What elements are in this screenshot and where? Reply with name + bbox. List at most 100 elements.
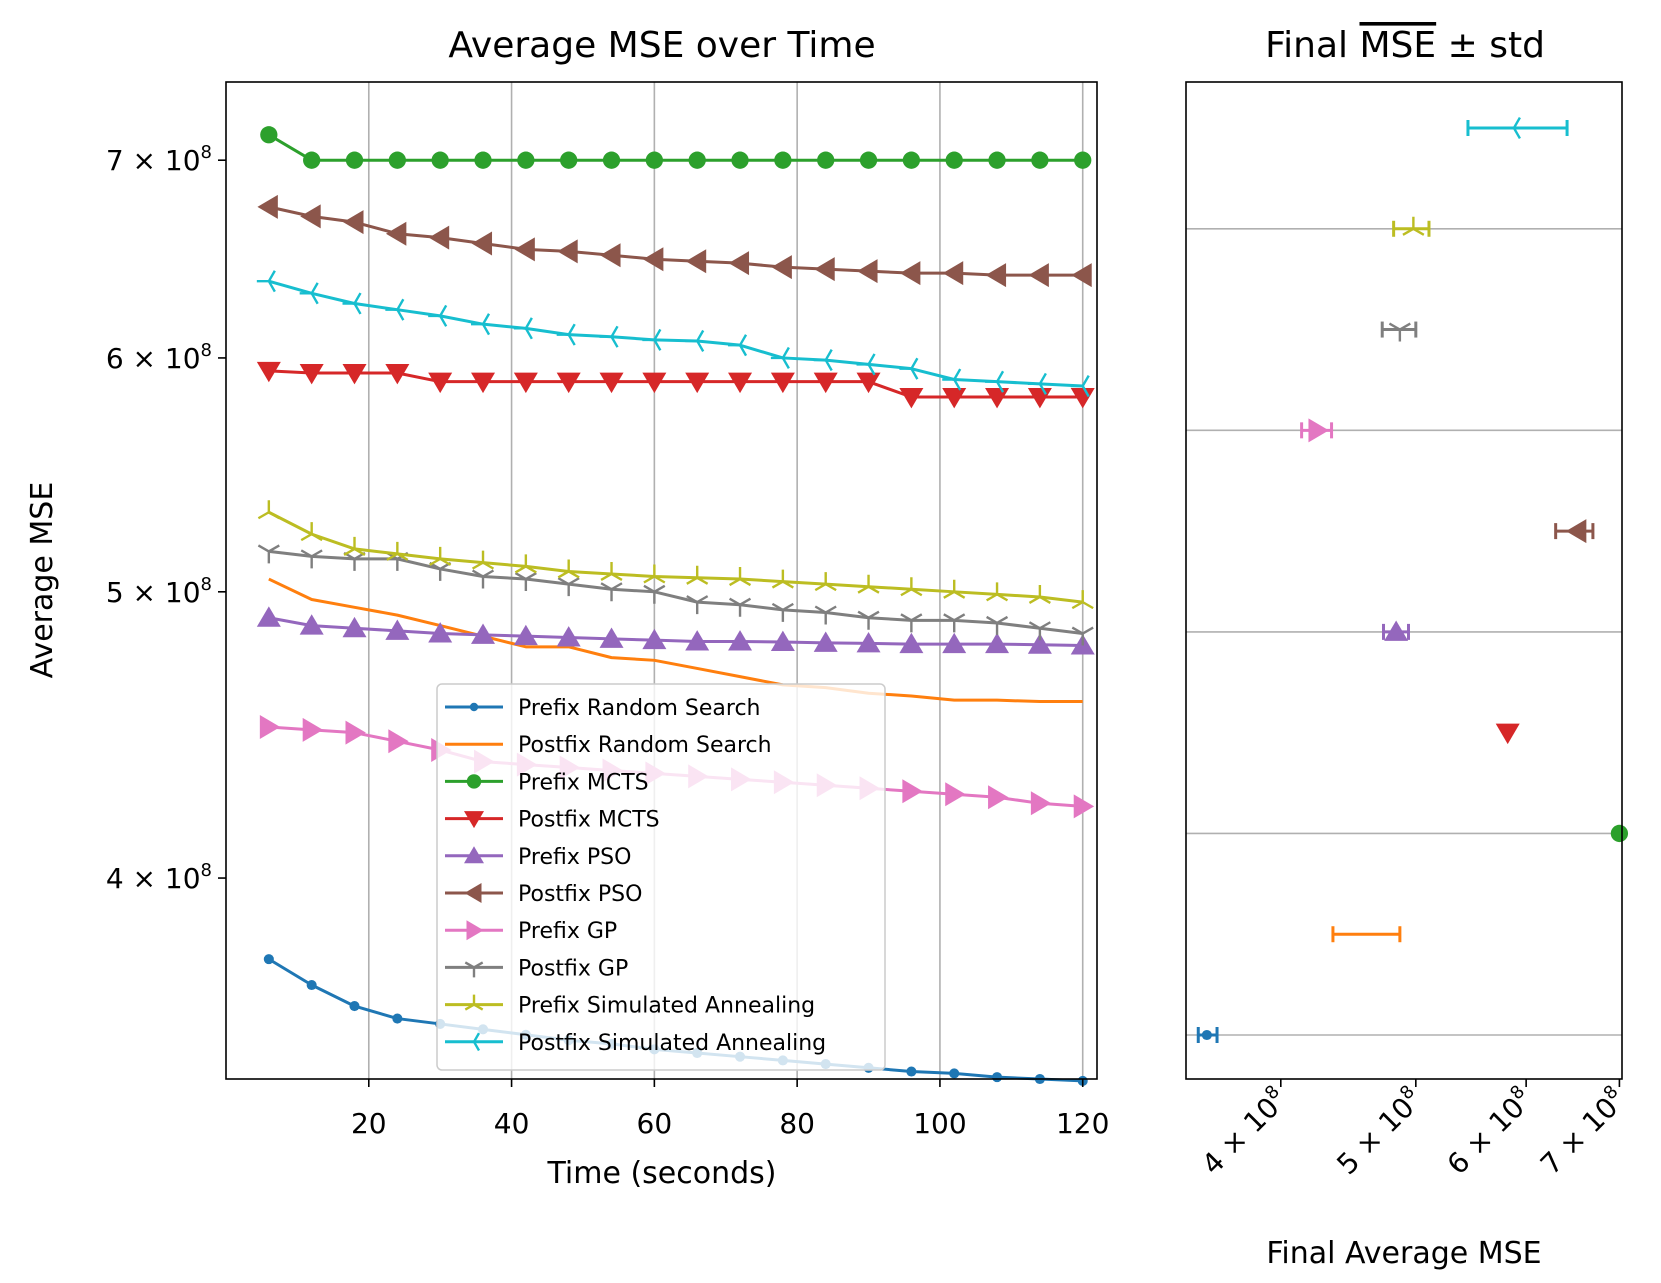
data-point <box>985 263 1007 288</box>
left-x-ticks: 20 40 60 80 100 120 <box>351 1079 1109 1140</box>
data-point <box>471 623 496 644</box>
data-point <box>386 541 409 561</box>
data-point <box>643 584 666 604</box>
errorbar-postfix-gp <box>1380 321 1418 342</box>
data-point <box>471 231 493 256</box>
errorbar-mean-marker <box>1308 418 1329 443</box>
data-point <box>1028 621 1051 641</box>
data-point <box>1070 374 1090 398</box>
data-point <box>299 614 324 635</box>
data-point <box>392 1013 403 1024</box>
data-point <box>728 630 753 651</box>
data-point <box>600 243 621 268</box>
data-point <box>1028 263 1049 288</box>
data-point <box>257 194 278 219</box>
data-point <box>1031 151 1049 169</box>
data-point <box>728 334 748 357</box>
series-line <box>268 510 1083 604</box>
legend-label: Postfix Random Search <box>518 733 772 758</box>
data-point <box>774 151 792 169</box>
legend-label: Prefix PSO <box>518 845 631 870</box>
data-point <box>857 259 878 284</box>
data-point <box>988 151 1006 169</box>
data-point <box>642 628 667 650</box>
data-point <box>299 363 324 385</box>
data-point <box>906 1066 917 1077</box>
data-point <box>942 368 962 391</box>
data-point <box>600 561 623 582</box>
series-postfix-mcts <box>256 361 1095 409</box>
series-prefix-pso <box>256 606 1095 655</box>
data-point <box>985 370 1005 393</box>
legend-marker <box>469 702 479 712</box>
legend-item-prefix-pso: Prefix PSO <box>445 845 631 870</box>
data-point <box>388 151 406 169</box>
data-point <box>513 317 533 340</box>
errorbar-mean-marker <box>1610 824 1629 843</box>
data-point <box>600 582 623 602</box>
data-point <box>817 151 835 169</box>
series-line <box>268 616 1083 648</box>
data-point <box>685 372 710 394</box>
errorbar-mean-marker <box>1495 723 1520 745</box>
legend-marker <box>464 961 484 978</box>
data-point <box>556 372 581 394</box>
data-point <box>514 572 537 592</box>
errorbar-mean-marker <box>1402 216 1425 236</box>
data-point <box>685 329 705 352</box>
right-title-overlined: MSE <box>1359 25 1436 66</box>
data-point <box>642 247 664 272</box>
data-point <box>345 151 364 169</box>
legend-label: Postfix GP <box>518 956 628 981</box>
data-point <box>342 616 367 638</box>
data-point <box>1070 388 1095 409</box>
data-point <box>385 298 405 321</box>
data-point <box>471 313 491 336</box>
series-postfix-pso <box>257 194 1092 288</box>
data-point <box>471 372 496 394</box>
left-x-tick-label: 60 <box>637 1107 673 1140</box>
errorbar-mean-marker <box>1388 322 1411 342</box>
series-line <box>268 549 1083 636</box>
data-point <box>513 372 538 394</box>
data-point <box>814 572 837 592</box>
data-point <box>557 577 580 597</box>
data-point <box>263 954 274 965</box>
errorbar-postfix-mcts <box>1495 723 1520 745</box>
data-point <box>814 257 835 282</box>
data-point <box>1028 584 1051 604</box>
legend-marker <box>466 774 482 789</box>
data-point <box>728 251 750 276</box>
data-point <box>306 979 317 991</box>
legend-item-postfix-simulated-annealing: Postfix Simulated Annealing <box>445 1031 826 1056</box>
data-point <box>642 372 667 394</box>
legend-item-postfix-random-search: Postfix Random Search <box>445 733 772 758</box>
left-plot-frame <box>225 81 1098 1080</box>
data-point <box>599 325 619 348</box>
data-point <box>557 239 578 264</box>
legend-label: Prefix MCTS <box>518 770 649 795</box>
data-point <box>385 221 407 246</box>
data-point <box>771 602 794 622</box>
legend-item-prefix-simulated-annealing: Prefix Simulated Annealing <box>445 994 815 1019</box>
data-point <box>642 328 662 351</box>
errorbar-mean-marker <box>1501 116 1521 140</box>
data-point <box>345 720 366 745</box>
data-point <box>428 372 453 394</box>
left-x-axis-label: Time (seconds) <box>547 1156 777 1191</box>
series-line <box>268 279 1083 388</box>
left-x-tick-label: 20 <box>351 1107 387 1140</box>
legend-label: Postfix MCTS <box>518 808 660 833</box>
data-point <box>728 597 752 617</box>
data-point <box>686 595 709 615</box>
legend-item-postfix-gp: Postfix GP <box>445 956 628 981</box>
legend-box <box>436 683 886 1071</box>
data-point <box>599 627 624 648</box>
legend-marker <box>464 1032 481 1052</box>
data-point <box>342 292 362 315</box>
legend-marker <box>464 883 482 903</box>
errorbar-postfix-simulated-annealing <box>1466 116 1569 140</box>
data-point <box>988 785 1009 810</box>
data-point <box>303 151 321 169</box>
